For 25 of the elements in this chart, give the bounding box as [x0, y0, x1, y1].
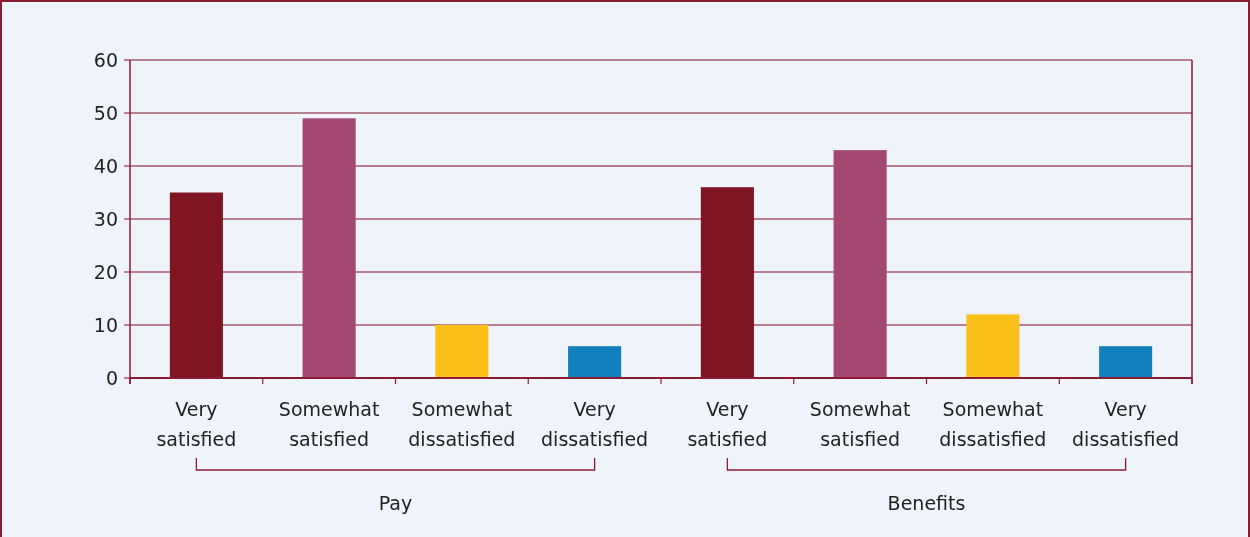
bar [1099, 346, 1153, 378]
bar [568, 346, 622, 378]
bar [435, 325, 489, 378]
x-tick-label: Somewhat dissatisfied [939, 398, 1047, 450]
x-tick-label: Very satisfied [156, 398, 237, 450]
y-tick-label: 20 [93, 260, 118, 283]
x-tick-label: Very dissatisfied [1072, 398, 1180, 450]
y-tick-label: 30 [93, 207, 118, 230]
bar [966, 314, 1020, 378]
y-tick-label: 10 [93, 313, 118, 336]
x-tick-label: Somewhat satisfied [809, 398, 911, 450]
y-tick-label: 40 [93, 154, 118, 177]
x-tick-label: Very satisfied [687, 398, 768, 450]
y-tick-label: 50 [93, 101, 118, 124]
x-tick-label: Somewhat satisfied [278, 398, 380, 450]
bar [833, 150, 887, 378]
text: Pay [378, 492, 413, 514]
y-tick-label: 60 [93, 48, 118, 71]
bar [700, 187, 754, 378]
bar [169, 192, 223, 378]
x-tick-label: Very dissatisfied [541, 398, 649, 450]
x-tick-label: Somewhat dissatisfied [408, 398, 516, 450]
bar [302, 118, 356, 378]
y-tick-label: 0 [105, 366, 118, 389]
text: Benefits [887, 492, 966, 514]
